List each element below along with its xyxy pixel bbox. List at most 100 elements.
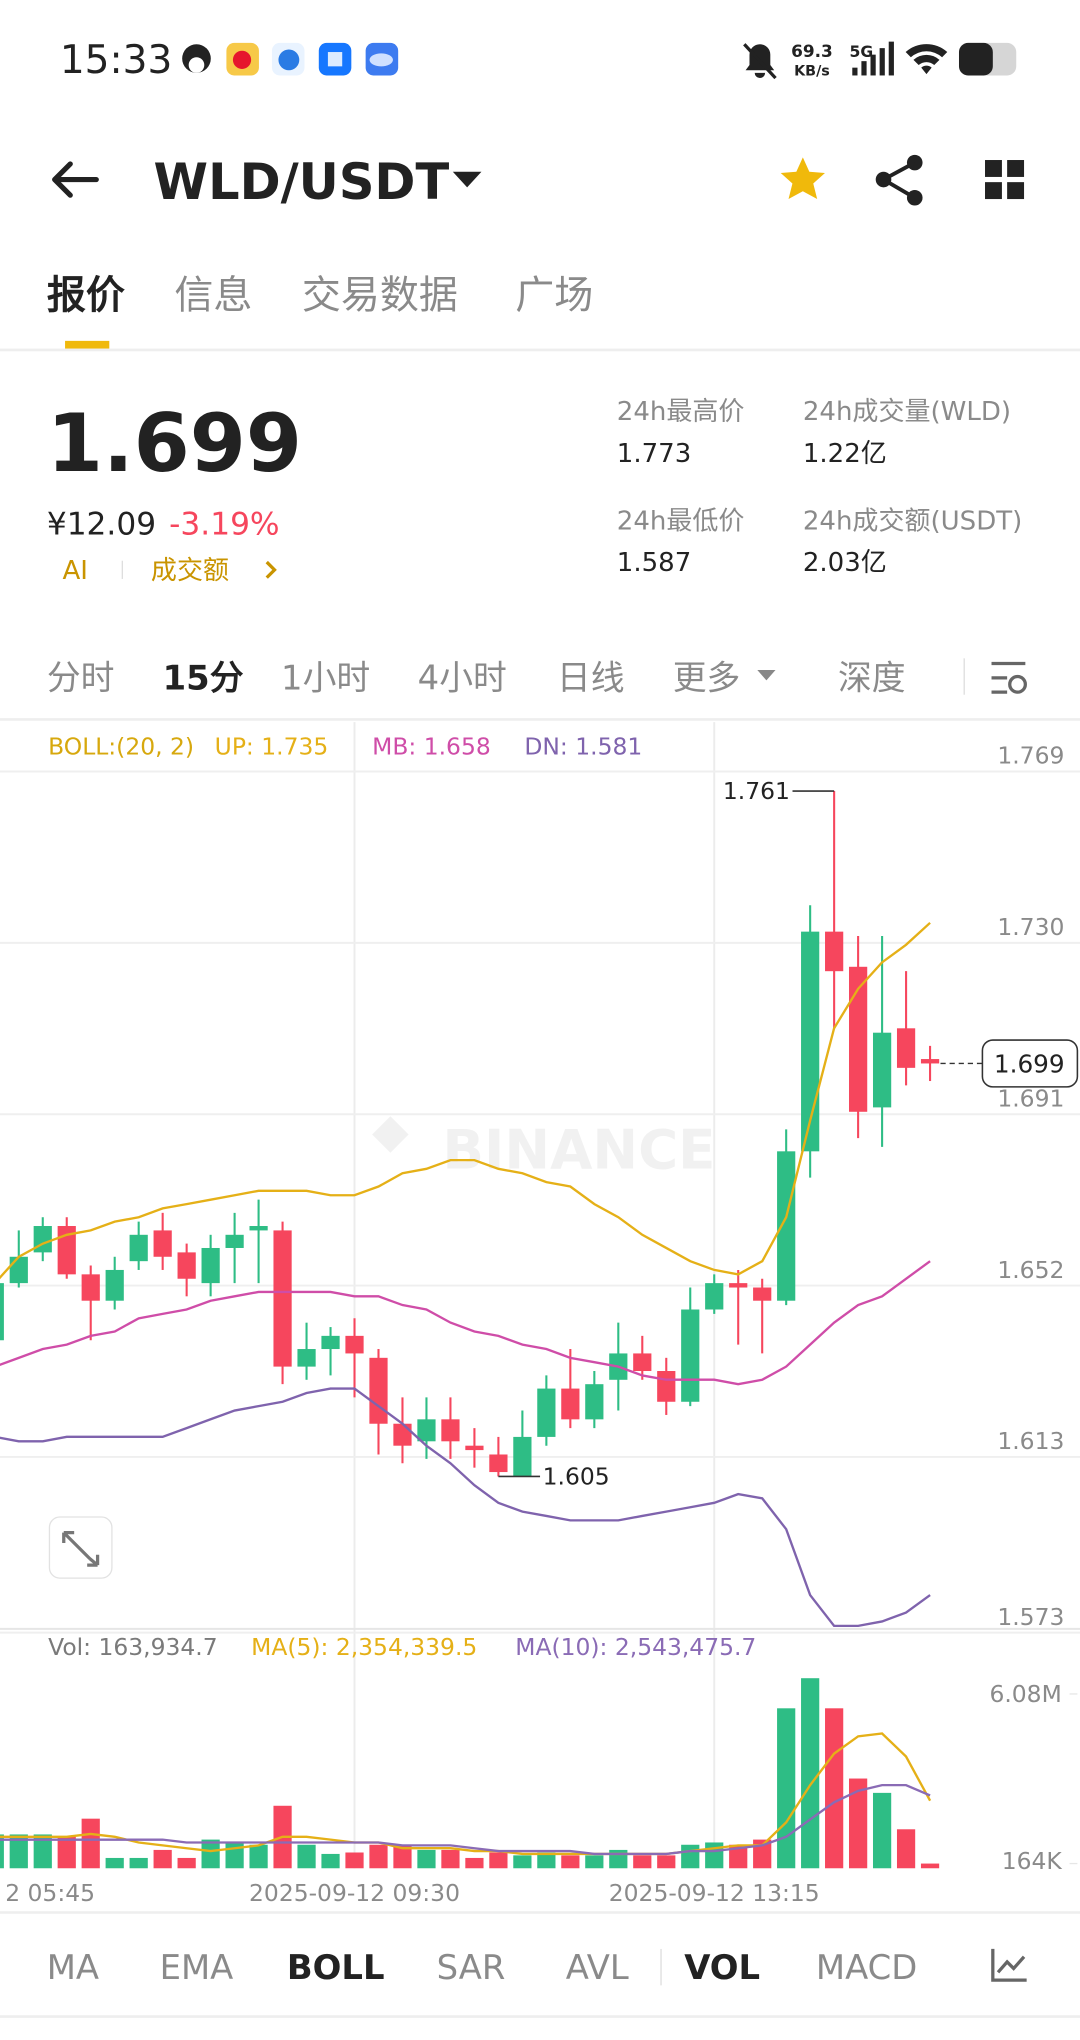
volume-bar [585,1855,604,1869]
y-tick-label: 1.769 [997,742,1064,770]
volume-bar [896,1829,916,1869]
indicator-title: BOLL:(20, 2) [48,733,194,761]
last-price-label: 1.699 [994,1050,1065,1079]
watermark: BINANCE [442,1117,715,1181]
stat-label: 24h最高价 [617,397,745,427]
stat-value: 1.587 [617,548,691,578]
menu-button[interactable] [985,160,1025,200]
y-tick-label: 1.613 [997,1427,1064,1455]
stat-label: 24h成交量(WLD) [803,397,1011,427]
candle-body [129,1234,148,1262]
volume-bar [417,1849,436,1869]
notification-icons [182,42,399,76]
volume-bar [297,1844,316,1869]
system-icons: 69.3 KB/s 5G [743,41,1017,79]
candle-body [633,1353,652,1372]
legend-entry: UP: 1.735 [215,733,329,761]
volume-bar [489,1852,508,1869]
indicator-bar: MA EMA BOLL SAR AVL VOL MACD [47,1948,918,1987]
price-cny: ¥12.09 [47,507,156,543]
y-tick-label: 1.730 [997,913,1064,941]
candle-body [81,1274,100,1301]
candle-body [657,1371,676,1402]
volume-bar [609,1849,628,1869]
candle-body [513,1436,532,1477]
fullscreen-button[interactable] [48,1516,113,1579]
last-price-tag [981,1039,1079,1088]
chart-settings-button[interactable] [991,661,1027,694]
candle-body [273,1230,292,1367]
price-change: -3.19% [169,507,279,543]
x-tick-label: 2 05:45 [5,1879,95,1907]
volume-bar [0,1834,4,1869]
candle-body [561,1388,580,1420]
volume-bar [825,1708,844,1869]
volume-link[interactable]: 成交额 [151,556,229,586]
indicator-settings-button[interactable] [991,1948,1027,1982]
candle-body [801,931,820,1152]
tab[interactable]: 信息 [174,273,252,318]
candle-body [201,1247,220,1284]
candle-body [105,1269,124,1301]
legend-entry: DN: 1.581 [524,733,642,761]
volume-bar [105,1857,124,1869]
volume-bar [345,1852,364,1869]
candle-body [0,1283,4,1341]
tab[interactable]: 交易数据 [302,273,458,318]
share-button[interactable] [875,154,923,206]
candle-body [777,1151,796,1301]
volume-bar [393,1844,412,1869]
indicator-line [0,1387,931,1628]
candle-body [896,1028,916,1068]
interval-tab[interactable]: 日线 [557,659,625,698]
y-tick-label: 1.573 [997,1603,1064,1631]
more-dropdown[interactable] [757,670,776,681]
net-unit: KB/s [794,63,830,79]
volume-bar [177,1857,196,1869]
indicator-tab[interactable]: BOLL [287,1948,385,1987]
interval-tab[interactable]: 15分 [163,659,244,698]
tab[interactable]: 报价 [47,273,125,318]
volume-bar [9,1834,28,1869]
candle-body [225,1234,244,1248]
interval-tab[interactable]: 深度 [838,659,906,698]
candle-body [465,1445,484,1451]
favorite-button[interactable] [780,157,825,200]
interval-bar: 分时 15分 1小时 4小时 日线 更多 深度 [47,659,906,698]
back-button[interactable] [52,161,99,198]
network-type: 5G [850,43,874,61]
stat-label: 24h成交额(USDT) [803,507,1022,537]
volume-bar [369,1844,388,1869]
indicator-tab[interactable]: MACD [816,1948,917,1987]
y-tick-label: 1.652 [997,1256,1064,1284]
pair-title[interactable]: WLD/USDT [154,153,450,211]
pair-dropdown[interactable] [452,171,482,188]
ai-button[interactable]: AI [62,556,87,586]
interval-tab[interactable]: 更多 [673,659,741,698]
stat-value: 1.773 [617,439,691,469]
candle-body [57,1226,76,1275]
indicator-tab[interactable]: SAR [437,1948,506,1987]
candle-body [345,1335,364,1354]
candle-body [297,1349,316,1367]
indicator-tab[interactable]: EMA [160,1948,234,1987]
indicator-line [0,1260,931,1386]
volume-bar [777,1708,796,1869]
indicator-tab[interactable]: MA [47,1948,99,1987]
indicator-tab[interactable]: VOL [684,1948,760,1987]
indicator-tab[interactable]: AVL [566,1948,629,1987]
candle-body [705,1283,724,1310]
volume-bar [849,1778,868,1869]
interval-tab[interactable]: 分时 [47,659,115,698]
tab[interactable]: 广场 [515,273,593,318]
candle-body [849,966,868,1112]
candle-body [729,1283,748,1288]
candle-body [417,1419,436,1442]
interval-tab[interactable]: 4小时 [418,659,507,698]
candle-body [393,1423,412,1446]
stat-value: 2.03亿 [803,548,887,578]
volume-bar [729,1844,748,1869]
interval-tab[interactable]: 1小时 [281,659,370,698]
